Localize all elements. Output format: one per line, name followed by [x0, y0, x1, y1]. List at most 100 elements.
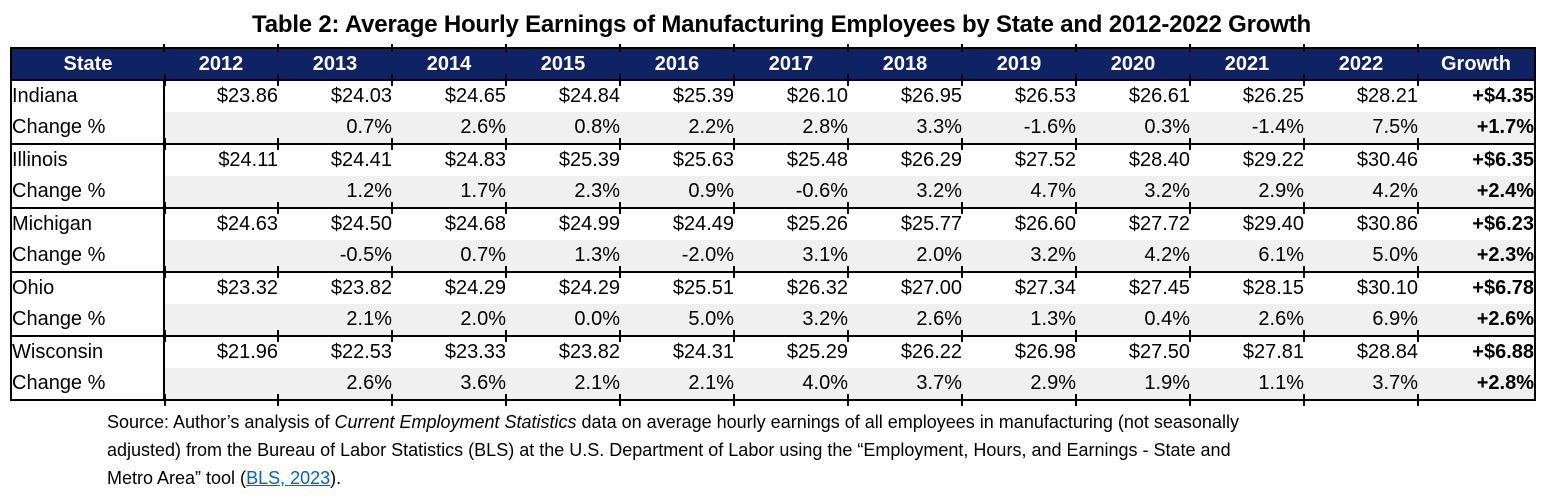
earnings-cell: $25.29 — [733, 331, 848, 368]
change-percent-cell: 2.6% — [392, 112, 506, 144]
change-percent-cell: 3.7% — [1303, 368, 1418, 406]
change-percent-cell: 2.1% — [278, 304, 392, 336]
change-percent-cell: -0.6% — [734, 176, 848, 208]
change-percent-cell — [164, 304, 278, 336]
earnings-cell: $25.48 — [733, 139, 848, 176]
column-header-growth: Growth — [1417, 43, 1535, 80]
earnings-cell: $26.95 — [847, 75, 962, 112]
change-percent-cell: 2.2% — [620, 112, 734, 144]
change-label-cell: Change % — [11, 176, 165, 208]
earnings-cell: $24.99 — [505, 203, 620, 240]
growth-percent-cell: +1.7% — [1418, 112, 1535, 144]
earnings-cell: $25.77 — [847, 203, 962, 240]
change-percent-cell: 4.0% — [733, 368, 848, 406]
column-header-state: State — [11, 48, 164, 80]
change-percent-cell: 3.6% — [391, 368, 506, 406]
earnings-cell: $28.21 — [1303, 75, 1418, 112]
state-name-cell: Michigan — [11, 207, 165, 240]
change-percent-cell: 3.2% — [1076, 176, 1190, 208]
state-name-cell: Indiana — [11, 79, 165, 112]
change-percent-cell: 0.0% — [506, 304, 620, 336]
column-header-2012: 2012 — [163, 43, 278, 80]
table-title: Table 2: Average Hourly Earnings of Manu… — [252, 11, 1311, 38]
earnings-cell: $24.03 — [277, 75, 392, 112]
growth-percent-cell: +2.8% — [1417, 368, 1535, 406]
column-header-2018: 2018 — [847, 43, 962, 80]
change-percent-cell: 2.6% — [848, 304, 962, 336]
earnings-cell: $23.82 — [505, 331, 620, 368]
change-percent-cell: 0.7% — [278, 112, 392, 144]
growth-dollar-cell: +$6.78 — [1417, 267, 1535, 304]
earnings-cell: $23.86 — [163, 75, 278, 112]
earnings-cell: $30.10 — [1303, 267, 1418, 304]
change-percent-cell: -1.4% — [1190, 112, 1304, 144]
change-percent-cell: 2.0% — [848, 240, 962, 272]
change-percent-cell: 0.3% — [1076, 112, 1190, 144]
state-name-cell: Illinois — [11, 143, 165, 176]
column-header-2015: 2015 — [505, 43, 620, 80]
column-header-2016: 2016 — [619, 43, 734, 80]
earnings-cell: $26.61 — [1075, 75, 1190, 112]
earnings-cell: $24.49 — [619, 203, 734, 240]
earnings-cell: $25.39 — [505, 139, 620, 176]
growth-percent-cell: +2.4% — [1418, 176, 1535, 208]
earnings-cell: $26.60 — [961, 203, 1076, 240]
growth-dollar-cell: +$6.35 — [1417, 139, 1535, 176]
earnings-cell: $24.65 — [391, 75, 506, 112]
earnings-cell: $26.29 — [847, 139, 962, 176]
page: Table 2: Average Hourly Earnings of Manu… — [0, 11, 1563, 499]
change-percent-cell: 0.4% — [1076, 304, 1190, 336]
source-text: ). — [330, 468, 342, 488]
change-percent-cell: 3.2% — [734, 304, 848, 336]
state-row-illinois: Illinois $24.11 $24.41 $24.83 $25.39 $25.63 $2… — [11, 139, 1535, 176]
earnings-cell: $25.63 — [619, 139, 734, 176]
earnings-cell: $27.45 — [1075, 267, 1190, 304]
earnings-cell: $27.72 — [1075, 203, 1190, 240]
earnings-cell: $28.40 — [1075, 139, 1190, 176]
growth-dollar-cell: +$6.88 — [1417, 331, 1535, 368]
earnings-cell: $26.25 — [1189, 75, 1304, 112]
change-percent-cell: -2.0% — [620, 240, 734, 272]
header-row: State 2012 2013 2014 2015 2016 2017 2018 2019 202… — [11, 43, 1535, 80]
change-percent-cell: 1.9% — [1075, 368, 1190, 406]
change-percent-cell: 3.7% — [847, 368, 962, 406]
earnings-cell: $24.68 — [391, 203, 506, 240]
earnings-cell: $27.34 — [961, 267, 1076, 304]
earnings-cell: $24.84 — [505, 75, 620, 112]
change-label-cell: Change % — [11, 368, 165, 400]
earnings-cell: $27.00 — [847, 267, 962, 304]
change-percent-cell: 0.8% — [506, 112, 620, 144]
source-note: Source: Author’s analysis of Current Emp… — [107, 408, 1447, 492]
earnings-cell: $30.86 — [1303, 203, 1418, 240]
change-percent-cell: 2.6% — [1190, 304, 1304, 336]
change-row-michigan: Change % -0.5% 0.7% 1.3% -2.0% 3.1% 2.0% 3.2% 4.… — [11, 240, 1535, 272]
column-header-2013: 2013 — [277, 43, 392, 80]
source-italic-text: Current Employment Statistics — [334, 412, 577, 432]
change-percent-cell: 2.9% — [1190, 176, 1304, 208]
change-percent-cell — [164, 240, 278, 272]
change-percent-cell — [164, 112, 278, 144]
state-row-michigan: Michigan $24.63 $24.50 $24.68 $24.99 $24.49 $2… — [11, 203, 1535, 240]
earnings-cell: $26.10 — [733, 75, 848, 112]
earnings-cell: $25.39 — [619, 75, 734, 112]
change-percent-cell: 7.5% — [1304, 112, 1418, 144]
change-label-cell: Change % — [11, 112, 165, 144]
column-header-2021: 2021 — [1189, 43, 1304, 80]
earnings-cell: $23.33 — [391, 331, 506, 368]
change-percent-cell: 2.6% — [277, 368, 392, 406]
change-percent-cell: 1.3% — [506, 240, 620, 272]
change-percent-cell: 2.1% — [619, 368, 734, 406]
earnings-cell: $24.63 — [163, 203, 278, 240]
bls-2023-link[interactable]: BLS, 2023 — [246, 468, 331, 488]
change-label-cell: Change % — [11, 240, 165, 272]
column-header-2022: 2022 — [1303, 43, 1418, 80]
change-percent-cell: 3.3% — [848, 112, 962, 144]
change-percent-cell: 2.9% — [961, 368, 1076, 406]
earnings-cell: $26.22 — [847, 331, 962, 368]
earnings-cell: $21.96 — [163, 331, 278, 368]
state-name-cell: Wisconsin — [11, 335, 165, 368]
column-header-2019: 2019 — [961, 43, 1076, 80]
growth-percent-cell: +2.6% — [1418, 304, 1535, 336]
growth-dollar-cell: +$6.23 — [1417, 203, 1535, 240]
earnings-cell: $28.84 — [1303, 331, 1418, 368]
